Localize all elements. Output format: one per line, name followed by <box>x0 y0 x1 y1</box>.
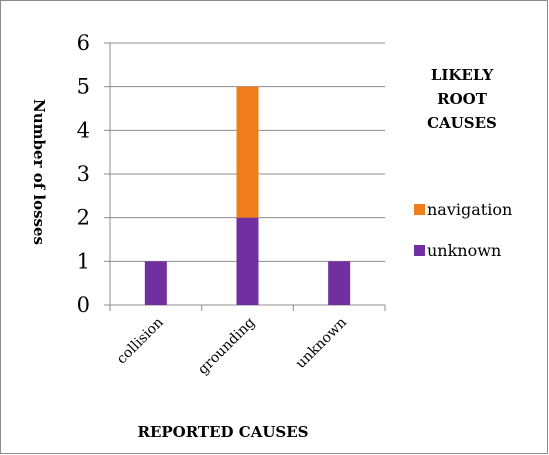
bar-unknown-unknown <box>328 261 351 305</box>
legend-label-navigation: navigation <box>427 200 512 219</box>
x-tick-labels: collision grounding unknown <box>114 314 350 377</box>
legend: LIKELY ROOT CAUSES navigation unknown <box>414 66 512 260</box>
y-tick-label-5: 5 <box>77 75 90 99</box>
legend-entries: navigation unknown <box>414 200 512 260</box>
x-tick-label-grounding: grounding <box>195 314 258 377</box>
y-tick-label-2: 2 <box>77 206 90 230</box>
y-tick-label-4: 4 <box>77 118 90 142</box>
bar-grounding-unknown <box>236 217 259 305</box>
legend-title-line-3: CAUSES <box>427 114 497 132</box>
bar-collision-unknown <box>144 261 167 305</box>
y-tick-label-1: 1 <box>77 249 90 273</box>
x-axis-title: REPORTED CAUSES <box>137 423 308 441</box>
bars <box>144 86 351 305</box>
x-tick-label-unknown: unknown <box>293 315 350 372</box>
y-axis-title: Number of losses <box>30 99 48 245</box>
x-tick-label-collision: collision <box>114 315 167 368</box>
legend-title-line-2: ROOT <box>437 90 488 108</box>
y-tick-label-0: 0 <box>77 293 90 317</box>
y-tick-label-6: 6 <box>77 31 90 55</box>
legend-swatch-navigation <box>414 204 425 215</box>
y-tick-label-3: 3 <box>77 162 90 186</box>
legend-swatch-unknown <box>414 245 425 256</box>
legend-label-unknown: unknown <box>427 241 501 260</box>
legend-title-line-1: LIKELY <box>431 66 494 84</box>
bar-grounding-navigation <box>236 86 259 218</box>
y-tick-labels: 0 1 2 3 4 5 6 <box>77 31 90 317</box>
